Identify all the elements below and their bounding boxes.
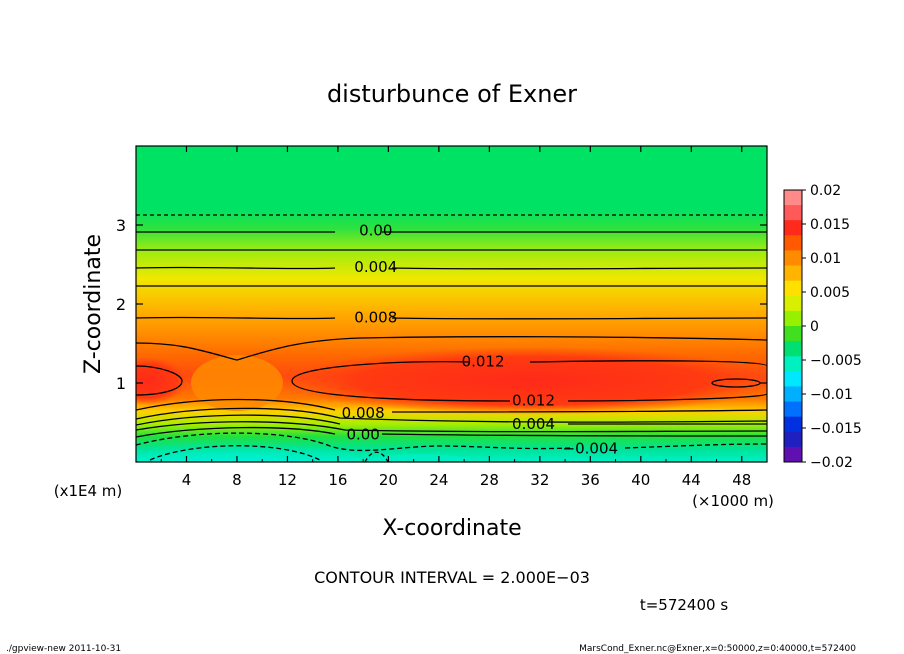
- colorbar-swatch: [784, 356, 802, 372]
- x-tick-label: 44: [682, 471, 701, 489]
- contour-lines: [136, 214, 767, 462]
- red-max-right: [280, 347, 767, 415]
- contour-label: 0.004: [354, 258, 397, 276]
- contour-label: 0.008: [354, 308, 397, 326]
- colorbar-swatch: [784, 326, 802, 342]
- contour-004-low: [136, 414, 767, 426]
- contour-label: 0.00: [359, 222, 392, 240]
- y-tick-label: 2: [116, 295, 126, 314]
- colorbar-swatch: [784, 220, 802, 236]
- y-tick-label: 1: [116, 374, 126, 393]
- colorbar-tick-label: −0.005: [810, 353, 862, 369]
- contour-010: [136, 336, 767, 361]
- colorbar-swatch: [784, 280, 802, 297]
- x-tick-label: 8: [232, 471, 242, 489]
- colorbar-swatch: [784, 190, 802, 206]
- contour-0-low: [136, 426, 767, 438]
- contour-neg-low-3: [364, 451, 389, 462]
- contour-label: 0.008: [342, 404, 385, 422]
- x-tick-label: 48: [732, 471, 751, 489]
- colorbar: 0.02 0.015 0.01 0.005 0 −0.005 −0.01 −0.015 −0.0…: [783, 183, 862, 471]
- colorbar-tick-label: 0.015: [810, 217, 850, 233]
- footer-right: MarsCond_Exner.nc@Exner,x=0:50000,z=0:40…: [579, 644, 856, 654]
- contour-label: 0.012: [512, 391, 555, 409]
- colorbar-swatch: [784, 310, 802, 327]
- y-unit-label: (x1E4 m): [54, 482, 123, 500]
- x-tick-label: 4: [182, 471, 192, 489]
- colorbar-swatch: [784, 265, 802, 282]
- plot-area: 0.00 0.004 0.008 0.012 0.012 0.008 0.004 0.00 −0…: [136, 146, 767, 462]
- contour-004: [136, 266, 767, 270]
- colorbar-swatch: [784, 205, 802, 221]
- contour-neg-low: [136, 432, 767, 452]
- colorbar-swatch: [784, 446, 802, 463]
- contour-label: 0.004: [512, 415, 555, 433]
- colorbar-tick-label: 0.01: [810, 251, 841, 267]
- colorbar-tick-label: 0: [810, 319, 819, 335]
- contour-008: [136, 316, 767, 320]
- footer-left: ./gpview-new 2011-10-31: [6, 644, 121, 654]
- contour-interval-text: CONTOUR INTERVAL = 2.000E−03: [314, 568, 590, 587]
- colorbar-tick-label: −0.01: [810, 387, 853, 403]
- x-axis-label: X-coordinate: [382, 516, 521, 541]
- colorbar-swatch: [784, 401, 802, 418]
- x-axis: 4 8 12 16 20 24 28 32 36 40 44 48: [160, 146, 751, 489]
- contour-label: 0.00: [346, 425, 379, 443]
- contour-label: −0.004: [563, 440, 619, 458]
- y-tick-label: 3: [116, 216, 126, 235]
- y-axis-label: Z-coordinate: [81, 234, 106, 374]
- cyan-min: [136, 436, 359, 462]
- contour-012-right: [291, 360, 767, 402]
- x-tick-label: 20: [379, 471, 398, 489]
- colorbar-swatch: [784, 235, 802, 251]
- field-shading: [136, 146, 767, 462]
- x-tick-label: 24: [429, 471, 448, 489]
- chart-title: disturbunce of Exner: [327, 80, 577, 108]
- colorbar-swatch: [784, 250, 802, 267]
- colorbar-tick-label: −0.02: [810, 455, 853, 471]
- contour-neg-low-2: [149, 445, 321, 461]
- contour-006-low: [136, 407, 767, 423]
- colorbar-swatch: [784, 295, 802, 312]
- time-text: t=572400 s: [640, 596, 728, 614]
- colorbar-tick-label: 0.02: [810, 183, 841, 199]
- contour-label: 0.012: [462, 353, 505, 371]
- x-tick-label: 36: [581, 471, 600, 489]
- x-tick-label: 28: [480, 471, 499, 489]
- y-axis: 1 2 3: [116, 216, 767, 393]
- colorbar-swatch: [784, 341, 802, 357]
- contour-002-low: [136, 421, 767, 433]
- orange-pinch: [191, 355, 283, 411]
- colorbar-swatch: [784, 416, 802, 433]
- red-max-left: [136, 357, 188, 405]
- colorbar-tick-label: −0.015: [810, 421, 862, 437]
- colorbar-swatch: [784, 371, 802, 387]
- cyan-min-2: [363, 454, 477, 462]
- colorbar-swatch: [784, 431, 802, 448]
- x-tick-label: 12: [278, 471, 297, 489]
- colorbar-swatch: [784, 386, 802, 403]
- x-unit-label: (×1000 m): [692, 492, 774, 510]
- contour-labels: 0.00 0.004 0.008 0.012 0.012 0.008 0.004 0.00 −0…: [342, 222, 618, 458]
- contour-008-low: [136, 398, 767, 413]
- contour-012-left: [136, 365, 183, 396]
- x-tick-label: 16: [328, 471, 347, 489]
- x-tick-label: 32: [530, 471, 549, 489]
- colorbar-tick-label: 0.005: [810, 285, 850, 301]
- x-tick-label: 40: [631, 471, 650, 489]
